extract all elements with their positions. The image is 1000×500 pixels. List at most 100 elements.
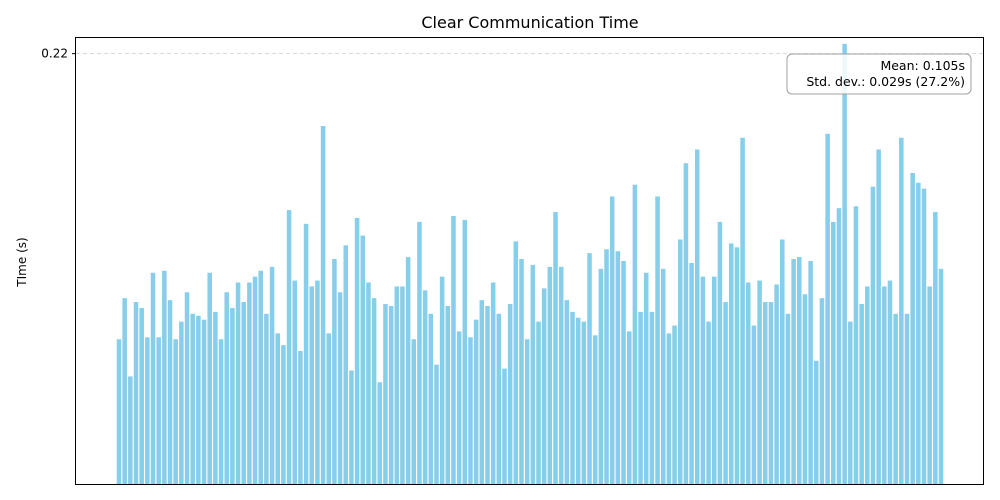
bar xyxy=(519,259,524,484)
bar xyxy=(938,268,944,484)
bars xyxy=(116,43,944,485)
stats-legend-box xyxy=(786,53,972,95)
bar xyxy=(859,304,864,484)
bar xyxy=(309,286,315,484)
bar xyxy=(848,321,853,484)
bar xyxy=(604,249,609,484)
bar xyxy=(762,302,768,484)
bar xyxy=(264,313,269,484)
bar xyxy=(774,284,779,484)
bar xyxy=(575,317,581,484)
bar xyxy=(689,262,694,484)
bar xyxy=(865,286,870,484)
bar xyxy=(745,282,751,484)
bar xyxy=(116,339,122,484)
bar xyxy=(275,333,280,484)
bar xyxy=(904,313,910,484)
bar xyxy=(933,212,938,484)
bar xyxy=(887,280,893,484)
bar xyxy=(734,247,740,484)
bar xyxy=(303,223,309,484)
bar xyxy=(598,268,604,484)
bar xyxy=(422,290,428,484)
bar xyxy=(224,292,229,484)
bar xyxy=(235,282,241,484)
bar xyxy=(190,313,195,484)
bar xyxy=(145,337,150,484)
bar xyxy=(660,268,666,484)
bar xyxy=(916,182,921,484)
bar xyxy=(740,137,745,484)
bar xyxy=(218,339,224,484)
bar xyxy=(230,307,235,484)
y-axis-ticks: 0.22 xyxy=(41,47,76,61)
bar xyxy=(213,311,218,484)
chart-title: Clear Communication Time xyxy=(421,13,638,32)
bar xyxy=(666,333,672,484)
bar xyxy=(128,376,133,484)
bar xyxy=(643,272,649,484)
bar xyxy=(281,345,286,484)
bar xyxy=(405,257,411,484)
bar xyxy=(286,210,292,484)
bar xyxy=(490,282,496,484)
bar xyxy=(899,137,904,484)
bar xyxy=(320,126,326,484)
bar xyxy=(434,364,439,484)
stats-legend: Mean: 0.105s Std. dev.: 0.029s (27.2%) xyxy=(786,53,972,95)
bar xyxy=(456,331,462,484)
bar xyxy=(377,382,383,484)
bar xyxy=(513,241,519,484)
bar xyxy=(388,305,394,484)
bar xyxy=(451,216,456,484)
bar xyxy=(751,325,757,484)
bar xyxy=(349,370,354,484)
bar xyxy=(411,339,417,484)
bar xyxy=(893,313,898,484)
bar xyxy=(252,276,258,484)
y-axis-label: TIme (s) xyxy=(15,237,29,287)
bar xyxy=(354,217,360,484)
plot-frame xyxy=(75,37,984,485)
bar xyxy=(366,282,371,484)
bar xyxy=(728,243,734,484)
bar xyxy=(541,288,547,484)
bar xyxy=(882,286,887,484)
bar xyxy=(332,259,337,484)
bar xyxy=(626,331,632,484)
bar xyxy=(173,339,178,484)
bar xyxy=(700,276,706,484)
bar xyxy=(428,313,434,484)
bar xyxy=(360,235,366,484)
bar xyxy=(836,208,842,484)
bar xyxy=(156,337,161,484)
bar xyxy=(530,264,536,484)
bar xyxy=(524,339,530,484)
bar xyxy=(564,300,570,484)
bar xyxy=(462,219,468,485)
bar xyxy=(632,184,638,484)
bar xyxy=(581,321,587,484)
bar xyxy=(723,302,728,484)
bar xyxy=(196,315,201,484)
bar xyxy=(337,292,343,484)
bar xyxy=(780,239,785,484)
bar xyxy=(315,280,320,484)
bar xyxy=(162,270,167,484)
bar xyxy=(439,276,445,484)
bar xyxy=(502,368,507,484)
y-tick-label: 0.22 xyxy=(41,47,68,61)
bar xyxy=(400,286,405,484)
bar xyxy=(179,321,184,484)
bar xyxy=(139,307,144,484)
bar xyxy=(808,261,813,484)
bar xyxy=(473,319,479,484)
bar xyxy=(292,280,298,484)
bar xyxy=(371,298,377,484)
bar xyxy=(757,280,762,484)
bar xyxy=(258,270,263,484)
bar xyxy=(615,251,621,484)
stats-std-text: Std. dev.: 0.029s (27.2%) xyxy=(806,74,965,89)
bar xyxy=(167,300,173,484)
